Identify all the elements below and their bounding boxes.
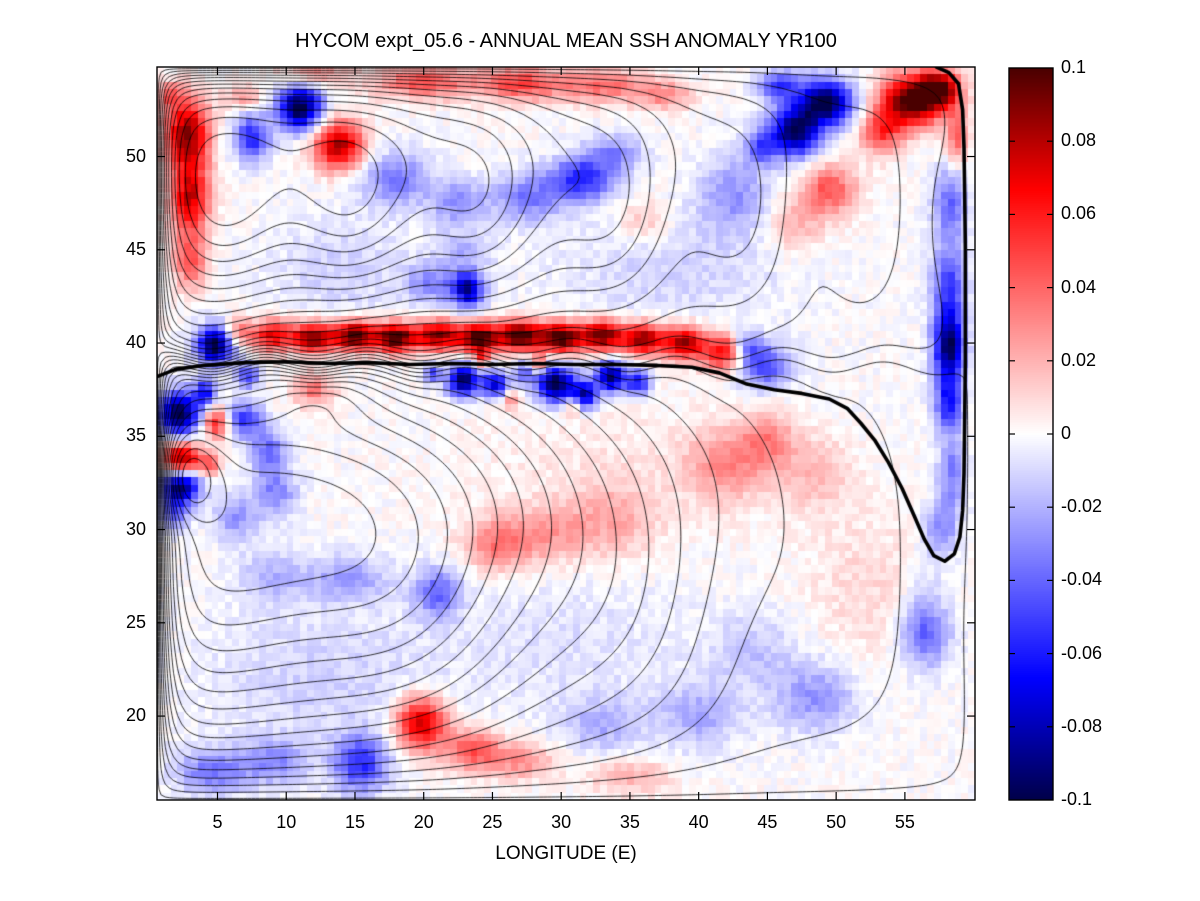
x-tick-label: 15	[344, 812, 365, 832]
colorbar-tick-label: 0.06	[1061, 203, 1097, 224]
x-tick-label: 45	[757, 812, 778, 832]
x-tick-label: 25	[482, 812, 503, 832]
y-tick-label: 35	[125, 425, 146, 446]
colorbar-tick-label: -0.08	[1061, 715, 1103, 736]
x-axis-label: LONGITUDE (E)	[495, 843, 637, 864]
x-tick-label: 10	[276, 812, 297, 832]
colorbar-tick-label: -0.02	[1061, 496, 1103, 517]
colorbar-tick-label: 0.02	[1061, 349, 1097, 370]
x-tick-label: 30	[551, 812, 572, 832]
colorbar-tick-label: -0.1	[1061, 789, 1093, 809]
x-tick-label: 20	[413, 812, 434, 832]
chart-title: HYCOM expt_05.6 - ANNUAL MEAN SSH ANOMAL…	[295, 30, 837, 52]
colorbar-tick-label: 0.1	[1061, 57, 1087, 77]
y-tick-label: 45	[125, 238, 146, 259]
y-tick-label: 50	[125, 145, 146, 166]
x-tick-label: 35	[619, 812, 640, 832]
colorbar-tick-label: 0.04	[1061, 276, 1097, 297]
colorbar-gradient	[1009, 68, 1053, 800]
colorbar-tick-label: -0.04	[1061, 569, 1103, 590]
y-tick-label: 25	[125, 611, 146, 632]
y-tick-label: 40	[125, 332, 146, 353]
y-tick-label: 20	[125, 705, 146, 726]
colorbar-tick-label: 0.08	[1061, 130, 1097, 151]
x-tick-label: 5	[212, 812, 223, 832]
colorbar-tick-label: 0	[1061, 423, 1072, 443]
colorbar-tick-label: -0.06	[1061, 642, 1103, 663]
x-tick-label: 40	[688, 812, 709, 832]
x-tick-label: 50	[826, 812, 847, 832]
x-tick-label: 55	[894, 812, 915, 832]
y-tick-label: 30	[125, 518, 146, 539]
ssh-anomaly-plot-canvas	[157, 67, 975, 800]
